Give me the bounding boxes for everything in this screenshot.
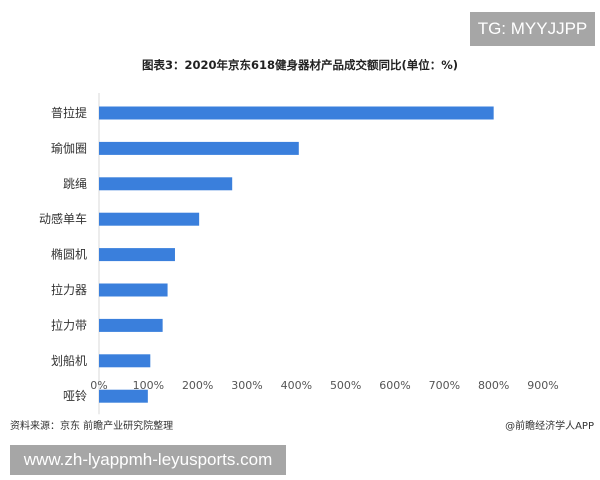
category-label: 划船机 [51, 354, 87, 368]
x-tick-label: 200% [182, 379, 213, 392]
category-label: 拉力器 [51, 282, 87, 297]
source-note: 资料来源：京东 前瞻产业研究院整理 [10, 421, 174, 432]
category-label: 瑜伽圈 [51, 140, 87, 155]
bar-7 [99, 354, 151, 368]
bar-6 [99, 318, 163, 332]
credit-note: @前瞻经济学人APP [505, 421, 594, 432]
bar-8 [99, 389, 148, 403]
x-tick-label: 100% [133, 379, 164, 392]
bar-3 [99, 212, 200, 226]
x-tick-label: 300% [231, 379, 262, 392]
bar-0 [99, 106, 494, 120]
bar-2 [99, 177, 233, 191]
x-tick-label: 400% [281, 379, 312, 392]
x-tick-label: 900% [527, 379, 558, 392]
chart-title: 图表3：2020年京东618健身器材产品成交额同比(单位：%) [141, 58, 459, 72]
watermark-tg-label: TG: MYYJJPP [470, 12, 595, 46]
x-tick-label: 800% [478, 379, 509, 392]
x-tick-label: 500% [330, 379, 361, 392]
bar-1 [99, 141, 299, 155]
category-label: 哑铃 [63, 388, 87, 403]
x-tick-label: 600% [379, 379, 410, 392]
watermark-url-label: www.zh-lyappmh-leyusports.com [10, 445, 286, 475]
bar-5 [99, 283, 168, 297]
category-label: 动感单车 [39, 211, 87, 226]
category-label: 普拉提 [51, 105, 87, 120]
category-label: 椭圆机 [51, 247, 87, 262]
category-label: 拉力带 [51, 317, 87, 332]
category-label: 跳绳 [63, 177, 87, 191]
x-tick-label: 700% [429, 379, 460, 392]
bar-4 [99, 248, 175, 262]
x-tick-label: 0% [90, 379, 107, 392]
